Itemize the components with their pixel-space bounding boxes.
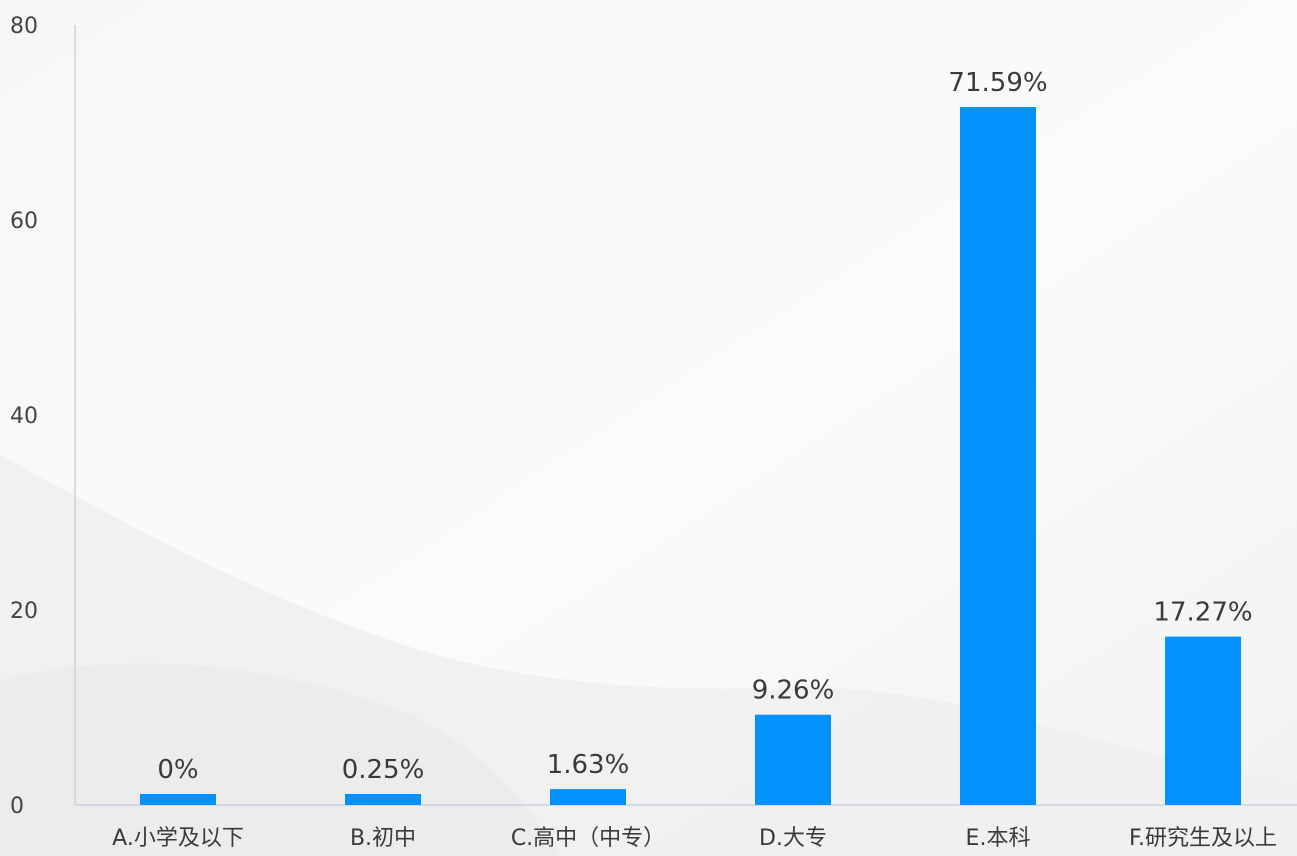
y-axis-ticks: 0 20 40 60 80 [10,14,38,819]
x-axis-labels: A.小学及以下 B.初中 C.高中（中专） D.大专 E.本科 F.研究生及以上 [112,826,1277,851]
bar [755,714,831,805]
y-tick-label: 40 [10,404,38,429]
axes [74,25,1297,806]
x-category-label: A.小学及以下 [112,826,244,851]
bars [140,106,1241,805]
data-label: 17.27% [1153,598,1252,628]
x-category-label: C.高中（中专） [511,826,665,851]
y-tick-label: 0 [10,794,24,819]
x-category-label: B.初中 [350,826,416,851]
y-tick-label: 80 [10,14,38,39]
x-category-label: E.本科 [966,826,1031,851]
data-label: 0% [157,755,198,785]
y-tick-label: 20 [10,599,38,624]
data-label: 0.25% [342,755,425,785]
bar [960,106,1036,805]
bar [140,794,216,805]
x-category-label: F.研究生及以上 [1129,826,1277,851]
bar [345,794,421,805]
data-labels: 0% 0.25% 1.63% 9.26% 71.59% 17.27% [157,68,1252,785]
data-label: 1.63% [547,750,630,780]
data-label: 71.59% [948,68,1047,98]
bar [1165,636,1241,805]
data-label: 9.26% [752,676,835,706]
x-category-label: D.大专 [759,826,827,851]
y-tick-label: 60 [10,209,38,234]
bar [550,789,626,805]
